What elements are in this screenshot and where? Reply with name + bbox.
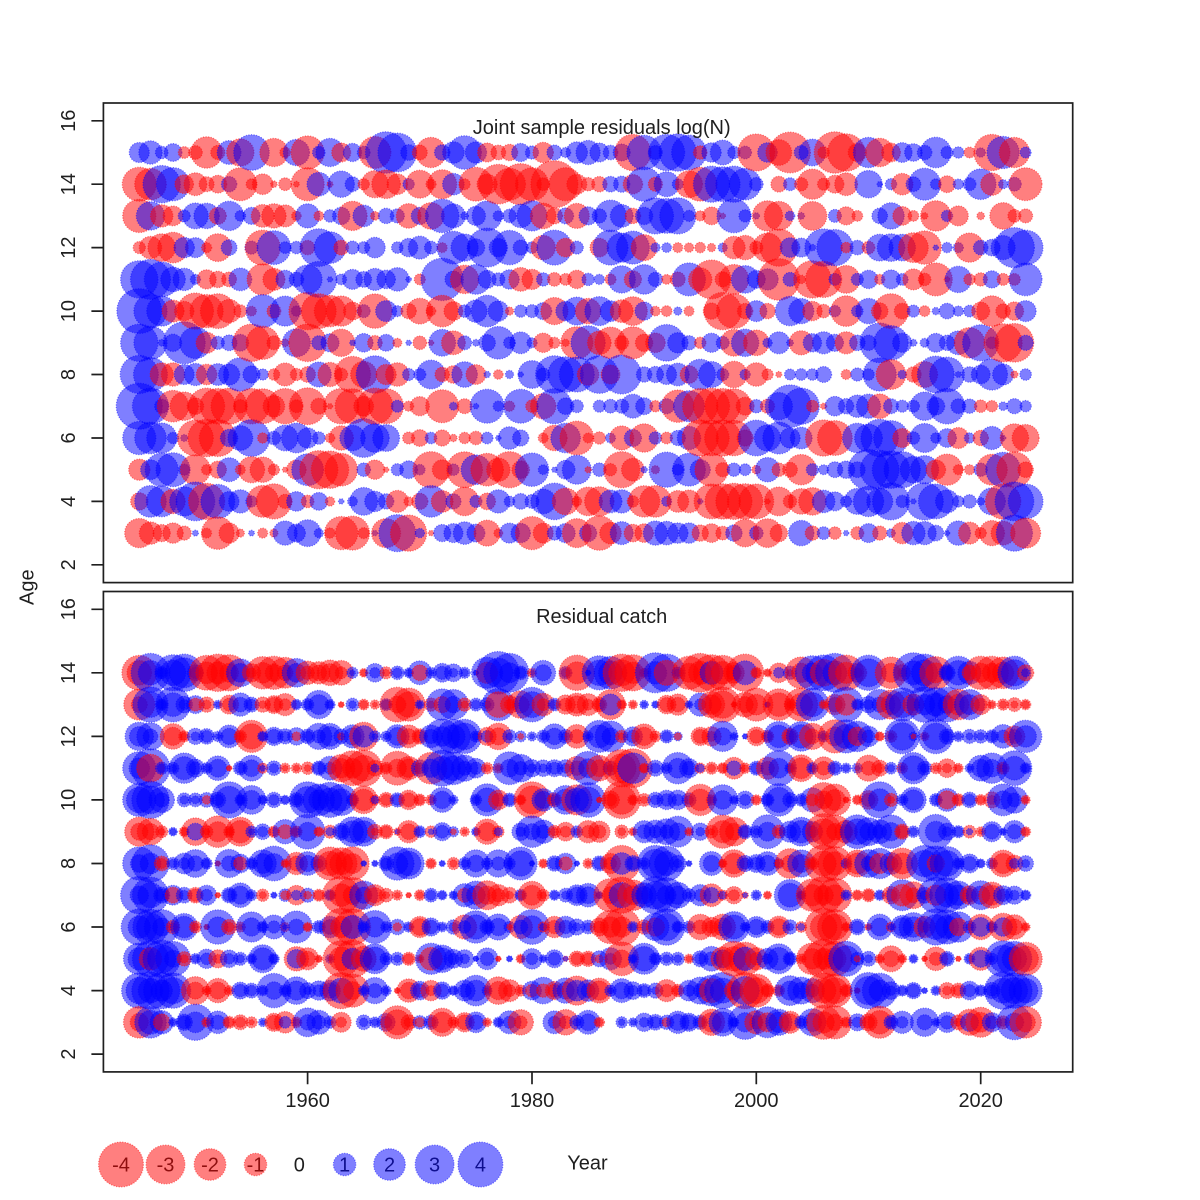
svg-text:Residual catch: Residual catch [536,606,667,628]
svg-text:8: 8 [58,858,80,869]
svg-text:6: 6 [58,921,80,932]
svg-text:0: 0 [294,1155,305,1177]
svg-text:12: 12 [58,237,80,259]
svg-text:16: 16 [58,598,80,620]
svg-text:Joint sample residuals log(N): Joint sample residuals log(N) [473,117,731,139]
svg-text:Year: Year [567,1153,608,1175]
svg-text:1980: 1980 [510,1090,555,1112]
svg-text:2020: 2020 [958,1090,1003,1112]
svg-text:10: 10 [58,789,80,811]
svg-text:8: 8 [58,369,80,380]
svg-text:14: 14 [58,662,80,684]
svg-text:4: 4 [58,985,80,996]
svg-text:16: 16 [58,110,80,132]
svg-text:12: 12 [58,725,80,747]
svg-text:2000: 2000 [734,1090,779,1112]
svg-text:14: 14 [58,173,80,195]
svg-text:Age: Age [17,569,39,605]
svg-text:10: 10 [58,300,80,322]
svg-text:2: 2 [58,1049,80,1060]
svg-text:4: 4 [58,496,80,507]
svg-text:6: 6 [58,432,80,443]
svg-text:2: 2 [58,559,80,570]
svg-text:1960: 1960 [285,1090,330,1112]
